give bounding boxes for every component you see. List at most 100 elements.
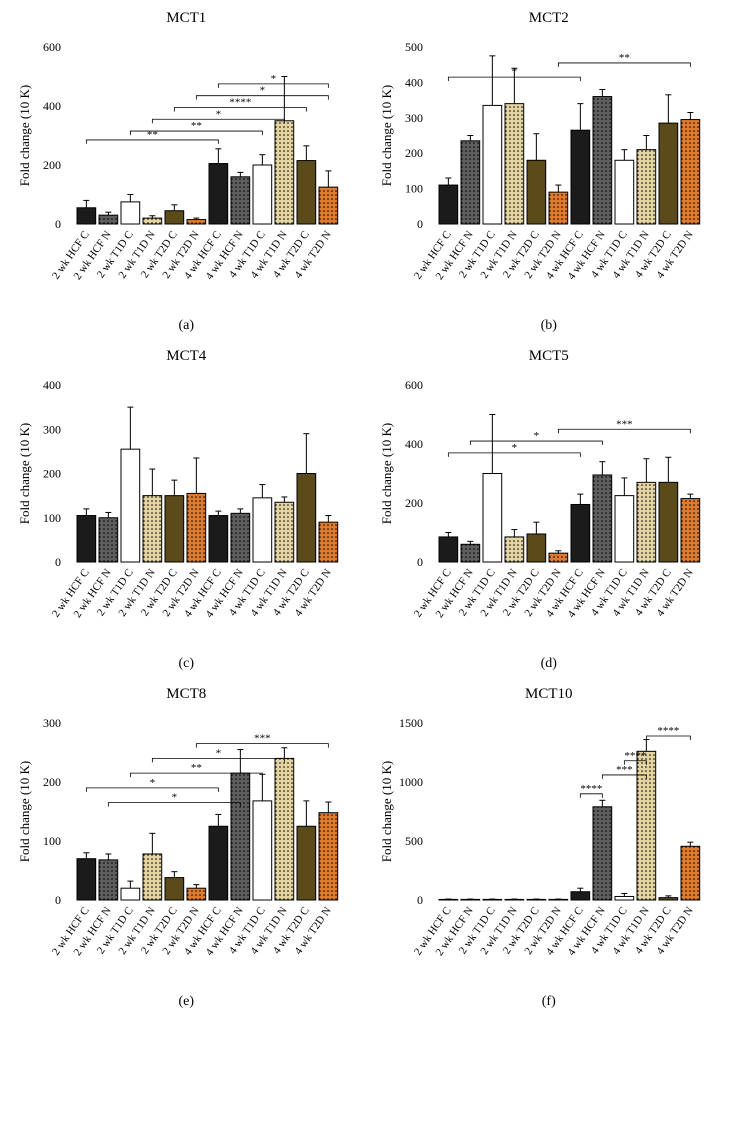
bar (143, 854, 162, 900)
panel-f: MCT10050010001500Fold change (10 K)2 wk … (373, 686, 726, 1010)
bar (681, 120, 700, 224)
bar (439, 537, 458, 562)
ytick-label: 400 (43, 99, 61, 113)
bar (99, 215, 118, 224)
bar (253, 498, 272, 562)
ytick-label: 200 (43, 467, 61, 481)
bar (121, 202, 140, 224)
bar (297, 474, 316, 563)
bar (77, 516, 96, 562)
ytick-label: 400 (43, 378, 61, 392)
bar (549, 553, 568, 562)
bar (77, 208, 96, 224)
ytick-label: 1500 (399, 716, 423, 730)
ytick-label: 100 (43, 834, 61, 848)
panel-a: MCT10200400600Fold change (10 K)2 wk HCF… (10, 10, 363, 334)
bar (99, 518, 118, 562)
sig-label: ** (619, 52, 630, 64)
bar (319, 187, 338, 224)
bar (319, 522, 338, 562)
chart-svg: 050010001500Fold change (10 K)2 wk HCF C… (376, 705, 721, 990)
bar (659, 123, 678, 224)
bar (275, 502, 294, 562)
sig-label: **** (625, 750, 647, 762)
bar (549, 192, 568, 224)
bar (209, 164, 228, 224)
bar (461, 141, 480, 224)
bar (187, 888, 206, 900)
ytick-label: 0 (55, 555, 61, 569)
sig-label: * (512, 66, 517, 78)
bar (439, 185, 458, 224)
panel-title: MCT1 (10, 10, 363, 27)
bar (165, 211, 184, 224)
sig-label: * (512, 442, 517, 454)
ytick-label: 500 (405, 834, 423, 848)
panel-title: MCT2 (373, 10, 726, 27)
bar (571, 892, 590, 900)
sig-label: * (215, 747, 221, 759)
bar (681, 499, 700, 562)
bar (297, 161, 316, 224)
bar (275, 121, 294, 224)
bar (615, 160, 634, 224)
bar (319, 813, 338, 900)
panel-title: MCT10 (373, 686, 726, 703)
bar (253, 165, 272, 224)
bar (571, 130, 590, 224)
ytick-label: 200 (43, 158, 61, 172)
ytick-label: 300 (43, 422, 61, 436)
chart-svg: 0200400600Fold change (10 K)2 wk HCF C2 … (376, 367, 721, 652)
sig-label: *** (616, 418, 633, 430)
bar (209, 826, 228, 900)
bar (593, 807, 612, 900)
ytick-label: 0 (417, 555, 423, 569)
panel-sublabel: (b) (373, 318, 726, 334)
bar (209, 516, 228, 562)
panel-sublabel: (d) (373, 656, 726, 672)
bar (461, 544, 480, 562)
panel-sublabel: (a) (10, 318, 363, 334)
sig-label: *** (254, 733, 271, 745)
ytick-label: 0 (417, 893, 423, 907)
bar (77, 859, 96, 900)
bar (615, 496, 634, 562)
panel-e: MCT80100200300Fold change (10 K)2 wk HCF… (10, 686, 363, 1010)
sig-label: * (215, 108, 221, 120)
bar (275, 758, 294, 900)
panel-sublabel: (c) (10, 656, 363, 672)
ytick-label: 400 (405, 75, 423, 89)
chart-svg: 0200400600Fold change (10 K)2 wk HCF C2 … (14, 29, 359, 314)
panel-b: MCT20100200300400500Fold change (10 K)2 … (373, 10, 726, 334)
bar (593, 475, 612, 562)
bar (297, 826, 316, 900)
sig-label: * (149, 777, 155, 789)
chart-svg: 0100200300Fold change (10 K)2 wk HCF C2 … (14, 705, 359, 990)
panel-title: MCT5 (373, 348, 726, 365)
ytick-label: 1000 (399, 775, 423, 789)
bar (143, 496, 162, 562)
bar (187, 493, 206, 562)
bar (165, 496, 184, 562)
sig-label: **** (658, 725, 680, 737)
y-axis-label: Fold change (10 K) (379, 85, 394, 186)
panel-sublabel: (e) (10, 994, 363, 1010)
bar (121, 449, 140, 562)
bar (637, 482, 656, 562)
bar (483, 105, 502, 224)
ytick-label: 200 (405, 496, 423, 510)
bar (571, 504, 590, 562)
panel-c: MCT40100200300400Fold change (10 K)2 wk … (10, 348, 363, 672)
bar (505, 537, 524, 562)
bar (99, 860, 118, 900)
sig-label: * (259, 85, 265, 97)
bar (231, 513, 250, 562)
sig-label: * (171, 792, 177, 804)
panel-d: MCT50200400600Fold change (10 K)2 wk HCF… (373, 348, 726, 672)
sig-label: ** (191, 762, 202, 774)
sig-label: ** (191, 120, 202, 132)
bar (505, 104, 524, 224)
sig-label: *** (616, 764, 633, 776)
bar (165, 878, 184, 900)
bar (187, 220, 206, 224)
